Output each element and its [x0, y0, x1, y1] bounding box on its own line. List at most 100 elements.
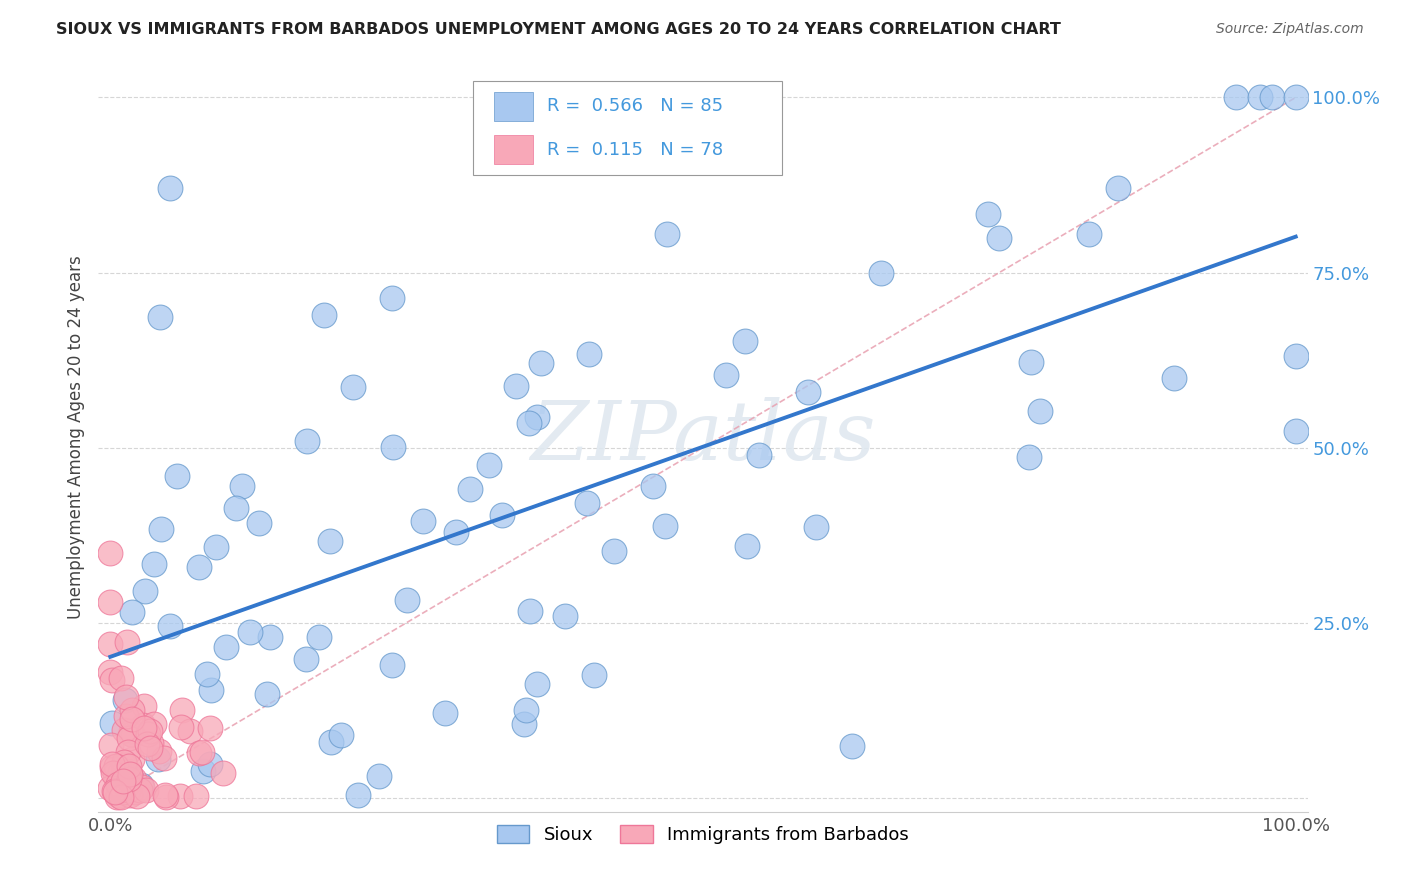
Point — [295, 651, 318, 665]
Point — [204, 540, 226, 554]
Point — [1285, 424, 1308, 438]
Point — [198, 722, 221, 736]
Point — [575, 496, 598, 510]
Point — [212, 765, 235, 780]
Point — [259, 630, 281, 644]
Point — [146, 752, 169, 766]
Point — [318, 533, 340, 548]
Point — [554, 608, 576, 623]
Point — [103, 784, 125, 798]
Point — [170, 703, 193, 717]
Point — [115, 690, 138, 704]
Text: ZIPatlas: ZIPatlas — [530, 397, 876, 477]
Point — [170, 720, 193, 734]
Point — [103, 767, 125, 781]
Point — [112, 764, 135, 779]
Point — [1249, 90, 1271, 104]
Point — [654, 519, 676, 533]
Point — [105, 790, 128, 805]
Point — [382, 440, 405, 454]
Point — [396, 593, 419, 607]
Point — [131, 780, 153, 794]
Point — [191, 764, 214, 779]
Point — [132, 718, 155, 732]
Point — [141, 736, 163, 750]
Point — [491, 508, 513, 522]
Point — [519, 604, 541, 618]
Text: R =  0.566   N = 85: R = 0.566 N = 85 — [547, 97, 723, 115]
Point — [98, 546, 121, 560]
Point — [215, 640, 238, 654]
Point — [148, 743, 170, 757]
Point — [748, 448, 770, 462]
Point — [458, 482, 481, 496]
Point — [380, 657, 402, 672]
Point — [136, 726, 159, 740]
Point — [330, 728, 353, 742]
Point — [1285, 350, 1308, 364]
Point — [225, 500, 247, 515]
Point — [110, 789, 132, 803]
Point — [513, 717, 536, 731]
Point — [118, 759, 141, 773]
Point — [114, 723, 136, 737]
Point — [347, 788, 370, 802]
Point — [714, 368, 737, 382]
Point — [578, 347, 600, 361]
Point — [132, 698, 155, 713]
Point — [1078, 227, 1101, 241]
Point — [505, 379, 527, 393]
Point — [869, 266, 891, 280]
Point — [122, 772, 145, 786]
Text: Source: ZipAtlas.com: Source: ZipAtlas.com — [1216, 22, 1364, 37]
Point — [120, 768, 142, 782]
Point — [104, 784, 127, 798]
Point — [115, 777, 138, 791]
Point — [191, 745, 214, 759]
Point — [120, 723, 142, 738]
Point — [115, 709, 138, 723]
Point — [247, 516, 270, 531]
Point — [134, 722, 156, 736]
Point — [153, 751, 176, 765]
Point — [976, 207, 998, 221]
Point — [734, 334, 756, 348]
Point — [129, 778, 152, 792]
Point — [112, 755, 135, 769]
Point — [120, 727, 142, 741]
Point — [526, 676, 548, 690]
Point — [143, 557, 166, 571]
Point — [444, 524, 467, 539]
Point — [105, 758, 128, 772]
Point — [110, 789, 132, 804]
Point — [1029, 404, 1052, 418]
Text: R =  0.115   N = 78: R = 0.115 N = 78 — [547, 141, 723, 159]
Text: SIOUX VS IMMIGRANTS FROM BARBADOS UNEMPLOYMENT AMONG AGES 20 TO 24 YEARS CORRELA: SIOUX VS IMMIGRANTS FROM BARBADOS UNEMPL… — [56, 22, 1062, 37]
Point — [179, 723, 201, 738]
Point — [342, 380, 364, 394]
Point — [142, 716, 165, 731]
Point — [115, 771, 138, 785]
Point — [312, 308, 335, 322]
Point — [111, 773, 134, 788]
Bar — [494, 136, 533, 164]
Point — [186, 789, 208, 803]
Point — [231, 479, 253, 493]
Point — [117, 764, 139, 778]
Point — [107, 788, 129, 802]
Point — [583, 668, 606, 682]
Point — [107, 777, 129, 791]
Point — [98, 665, 121, 679]
Point — [101, 759, 124, 773]
Bar — [494, 92, 533, 120]
Point — [308, 630, 330, 644]
Point — [135, 737, 157, 751]
Point — [188, 559, 211, 574]
Point — [155, 790, 177, 805]
Point — [200, 682, 222, 697]
Point — [101, 673, 124, 687]
Point — [101, 757, 124, 772]
Point — [121, 752, 143, 766]
Point — [1107, 181, 1129, 195]
Point — [98, 594, 121, 608]
